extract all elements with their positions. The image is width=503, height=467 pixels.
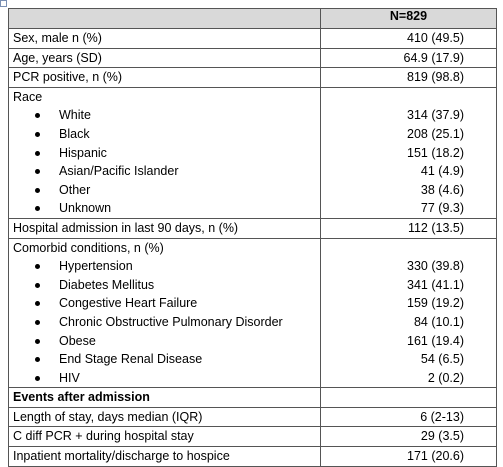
label-cell: C diff PCR + during hospital stay [8, 426, 321, 448]
row-label: Race [13, 89, 43, 104]
item-value: 41 (4.9) [420, 164, 464, 179]
item-value: 341 (41.1) [407, 277, 464, 292]
value-cell: 171 (20.6) [320, 446, 497, 467]
row-value: 112 (13.5) [407, 220, 464, 235]
row-label: Hospital admission in last 90 days, n (%… [13, 220, 239, 235]
row: Age, years (SD) 64.9 (17.9) [8, 47, 497, 69]
row-value: 29 (3.5) [420, 429, 464, 444]
item-value: 2 (0.2) [427, 370, 464, 385]
row-label: Comorbid conditions, n (%) [13, 240, 164, 255]
spacer [325, 388, 464, 407]
header-cell [8, 8, 321, 29]
value-cell: 819 (98.8) [320, 67, 497, 88]
item-value: 314 (37.9) [407, 108, 464, 123]
row: PCR positive, n (%) 819 (98.8) [8, 67, 497, 88]
row-label: Sex, male n (%) [13, 31, 102, 45]
value-cell [320, 387, 497, 408]
row-value: 171 (20.6) [407, 449, 464, 464]
label-cell: Sex, male n (%) [8, 28, 321, 49]
label-cell: Inpatient mortality/discharge to hospice [8, 446, 321, 467]
icon [0, 0, 7, 7]
row: Race White Black Hispanic Asian/Pacific Isla… [8, 86, 497, 219]
label-cell: Race White Black Hispanic Asian/Pacific Isla… [8, 86, 321, 219]
table: N=829 Sex, male n (%) 410 (49.5) Age, year… [8, 8, 497, 467]
value-cell: 29 (3.5) [320, 426, 497, 448]
row-value: 410 (49.5) [407, 31, 464, 45]
label-cell: Age, years (SD) [8, 47, 321, 69]
label-cell: Comorbid conditions, n (%) Hypertension Di… [8, 237, 321, 389]
value-cell: 314 (37.9) 208 (25.1) 151 (18.2) 41 (4.9) 38… [320, 86, 497, 219]
header-row: N=829 [8, 8, 497, 29]
value-cell: 330 (39.8) 341 (41.1) 159 (19.2) 84 (10.1) 1… [320, 237, 497, 389]
label-cell: Events after admission [8, 387, 321, 408]
item-value: 77 (9.3) [420, 201, 464, 216]
item-label: Hypertension [13, 257, 316, 276]
row: C diff PCR + during hospital stay 29 (3.5… [8, 426, 497, 448]
value-cell: 112 (13.5) [320, 217, 497, 239]
value-cell: 64.9 (17.9) [320, 47, 497, 69]
row-value: 819 (98.8) [407, 70, 464, 85]
item-value: 161 (19.4) [407, 333, 464, 348]
item-label: Congestive Heart Failure [13, 294, 316, 313]
item-label: Black [13, 125, 316, 144]
label-cell: Length of stay, days median (IQR) [8, 406, 321, 428]
item-label: Other [13, 181, 316, 200]
row: Sex, male n (%) 410 (49.5) [8, 28, 497, 49]
item-label: Obese [13, 332, 316, 351]
row-value: 6 (2-13) [420, 409, 464, 424]
row-label: C diff PCR + during hospital stay [13, 429, 194, 444]
item-label: Diabetes Mellitus [13, 276, 316, 295]
spacer [325, 239, 464, 258]
value-cell: 6 (2-13) [320, 406, 497, 428]
item-value: 38 (4.6) [420, 182, 464, 197]
row: Inpatient mortality/discharge to hospice… [8, 446, 497, 467]
spacer [325, 88, 464, 107]
item-value: 159 (19.2) [407, 296, 464, 311]
label-cell: Hospital admission in last 90 days, n (%… [8, 217, 321, 239]
item-label: HIV [13, 369, 316, 388]
item-label: End Stage Renal Disease [13, 350, 316, 369]
item-label: Chronic Obstructive Pulmonary Disorder [13, 313, 316, 332]
row: Events after admission [8, 387, 497, 408]
item-value: 54 (6.5) [420, 352, 464, 367]
row-label: Length of stay, days median (IQR) [13, 409, 203, 424]
row-label: Age, years (SD) [13, 50, 102, 65]
item-label: Hispanic [13, 144, 316, 163]
item-value: 151 (18.2) [407, 145, 464, 160]
item-label: Unknown [13, 199, 316, 218]
item-value: 330 (39.8) [407, 259, 464, 274]
row-label: Inpatient mortality/discharge to hospice [13, 449, 230, 464]
header-cell: N=829 [320, 8, 497, 29]
item-label: Asian/Pacific Islander [13, 162, 316, 181]
row-value: 64.9 (17.9) [403, 50, 464, 65]
row-label: PCR positive, n (%) [13, 70, 123, 85]
item-value: 84 (10.1) [413, 314, 464, 329]
item-label: White [13, 106, 316, 125]
row: Hospital admission in last 90 days, n (%… [8, 217, 497, 239]
value-cell: 410 (49.5) [320, 28, 497, 49]
row: Comorbid conditions, n (%) Hypertension Di… [8, 237, 497, 389]
label-cell: PCR positive, n (%) [8, 67, 321, 88]
row-label: Events after admission [13, 390, 150, 405]
item-value: 208 (25.1) [407, 126, 464, 141]
row: Length of stay, days median (IQR) 6 (2-13… [8, 406, 497, 428]
